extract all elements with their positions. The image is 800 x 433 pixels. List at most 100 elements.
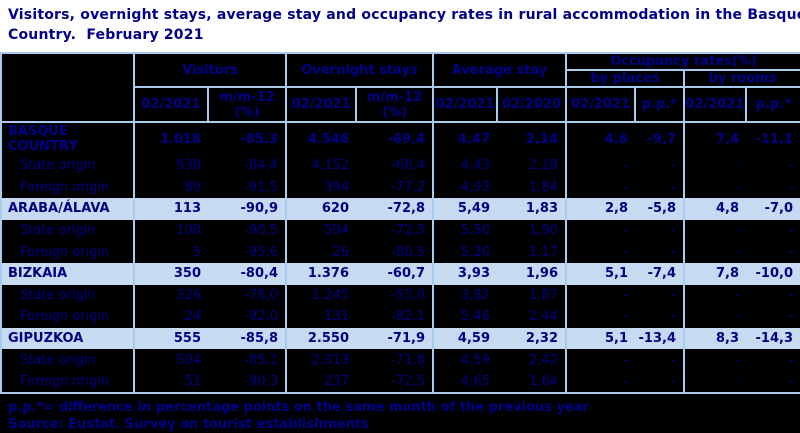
cell: -	[635, 349, 685, 371]
row-label: State origin	[1, 219, 135, 242]
cell: -	[746, 284, 800, 307]
cell: -9,7	[635, 122, 685, 155]
cell: 594	[286, 219, 356, 242]
cell: -78,0	[208, 284, 287, 307]
table-row: ARABA/ÁLAVA 113 -90,9 620 -72,8 5,49 1,83 2,8 -5…	[1, 198, 800, 220]
cell: -11,1	[746, 122, 800, 155]
cell: -60,7	[356, 262, 434, 285]
cell: -	[566, 176, 635, 199]
col-header-visitors-variation: m/m-12 (%)	[207, 86, 287, 123]
row-label: State origin	[1, 349, 135, 371]
group-header-occupancy-rates: Occupancy rates(%)	[565, 52, 800, 71]
cell: -84,4	[208, 155, 287, 177]
cell: -5,8	[635, 198, 685, 220]
cell: -	[566, 219, 635, 242]
table-row: State origin 326 -78,0 1.245 -55,0 3,82 1,87- -…	[1, 284, 800, 307]
cell: 4.152	[286, 155, 356, 177]
group-header-overnight-stays: Overnight stays	[285, 52, 434, 88]
source-line: Source: Eustat. Survey on tourist establ…	[8, 416, 369, 432]
table-footer: p.p.*= difference in percentage points o…	[0, 393, 800, 433]
cell: -	[746, 370, 800, 393]
cell: -80,4	[208, 262, 287, 285]
cell: -92,0	[208, 306, 287, 328]
cell: 237	[286, 370, 356, 393]
cell: 4,65	[433, 370, 497, 393]
cell: -95,6	[208, 241, 287, 263]
cell: 4,47	[433, 122, 497, 155]
cell: 4,59	[433, 327, 497, 350]
cell: 7,8	[684, 262, 746, 285]
cell: 2,44	[497, 306, 567, 328]
cell: -	[566, 349, 635, 371]
cell: 8,3	[684, 327, 746, 350]
cell: 4,43	[433, 155, 497, 177]
cell: -	[635, 370, 685, 393]
cell: -14,3	[746, 327, 800, 350]
cell: -	[566, 306, 635, 328]
cell: -85,8	[208, 327, 287, 350]
cell: 1.018	[134, 122, 208, 155]
cell: -	[684, 241, 746, 263]
row-label: State origin	[1, 284, 135, 307]
cell: 131	[286, 306, 356, 328]
cell: 394	[286, 176, 356, 199]
cell: 4,8	[684, 198, 746, 220]
cell: -	[746, 349, 800, 371]
table-title-line-1: Visitors, overnight stays, average stay …	[8, 7, 800, 23]
cell: 108	[134, 219, 208, 242]
cell: 938	[134, 155, 208, 177]
cell: 24	[134, 306, 208, 328]
cell: -	[635, 241, 685, 263]
cell: -	[746, 155, 800, 177]
cell: -	[746, 219, 800, 242]
cell: 3,82	[433, 284, 497, 307]
cell: 2,14	[497, 122, 567, 155]
cell: 2,18	[497, 155, 567, 177]
cell: -10,0	[746, 262, 800, 285]
row-label: Foreign origin	[1, 370, 135, 393]
cell: 4,93	[433, 176, 497, 199]
cell: -	[566, 370, 635, 393]
cell: -	[684, 349, 746, 371]
col-header-places-month: 02/2021	[565, 86, 636, 123]
cell: -72,5	[356, 370, 434, 393]
table-title: Visitors, overnight stays, average stay …	[0, 0, 800, 52]
cell: 7,4	[684, 122, 746, 155]
cell: -82,1	[356, 306, 434, 328]
table-row: Foreign origin 5 -95,6 26 -80,5 5,20 1,17- - - -	[1, 241, 800, 263]
cell: -	[684, 155, 746, 177]
cell: -90,9	[208, 198, 287, 220]
cell: -72,8	[356, 198, 434, 220]
col-header-rooms-pp: p.p.*	[745, 86, 800, 123]
cell: 326	[134, 284, 208, 307]
cell: -90,3	[208, 370, 287, 393]
col-header-avgstay-2021: 02/2021	[432, 86, 498, 123]
cell: 1,83	[497, 198, 567, 220]
cell: 1,90	[497, 219, 567, 242]
cell: 1,96	[497, 262, 567, 285]
cell: 51	[134, 370, 208, 393]
col-header-rooms-month: 02/2021	[683, 86, 747, 123]
cell: -69,4	[356, 122, 434, 155]
table-row: BASQUE COUNTRY 1.018 -85,3 4.546 -69,4 4,47 2,…	[1, 122, 800, 155]
group-header-visitors: Visitors	[133, 52, 287, 88]
cell: 2,32	[497, 327, 567, 350]
cell: 1,87	[497, 284, 567, 307]
cell: 620	[286, 198, 356, 220]
cell: -72,3	[356, 219, 434, 242]
col-header-overnight-variation: m/m-12 (%)	[355, 86, 434, 123]
group-header-average-stay: Average stay	[432, 52, 567, 88]
cell: 5,46	[433, 306, 497, 328]
statistics-table: Visitors Overnight stays Average stay Oc…	[0, 52, 800, 394]
table-title-line-2: Country. February 2021	[8, 27, 204, 43]
cell: -	[684, 176, 746, 199]
row-label: Foreign origin	[1, 306, 135, 328]
cell: 26	[286, 241, 356, 263]
row-label: BASQUE COUNTRY	[1, 122, 135, 155]
table-row: State origin 108 -90,5 594 -72,3 5,50 1,90- - - -	[1, 219, 800, 242]
cell: -	[635, 284, 685, 307]
row-label: Foreign origin	[1, 176, 135, 199]
row-label: ARABA/ÁLAVA	[1, 198, 135, 220]
cell: -	[746, 176, 800, 199]
cell: 5,1	[566, 327, 635, 350]
